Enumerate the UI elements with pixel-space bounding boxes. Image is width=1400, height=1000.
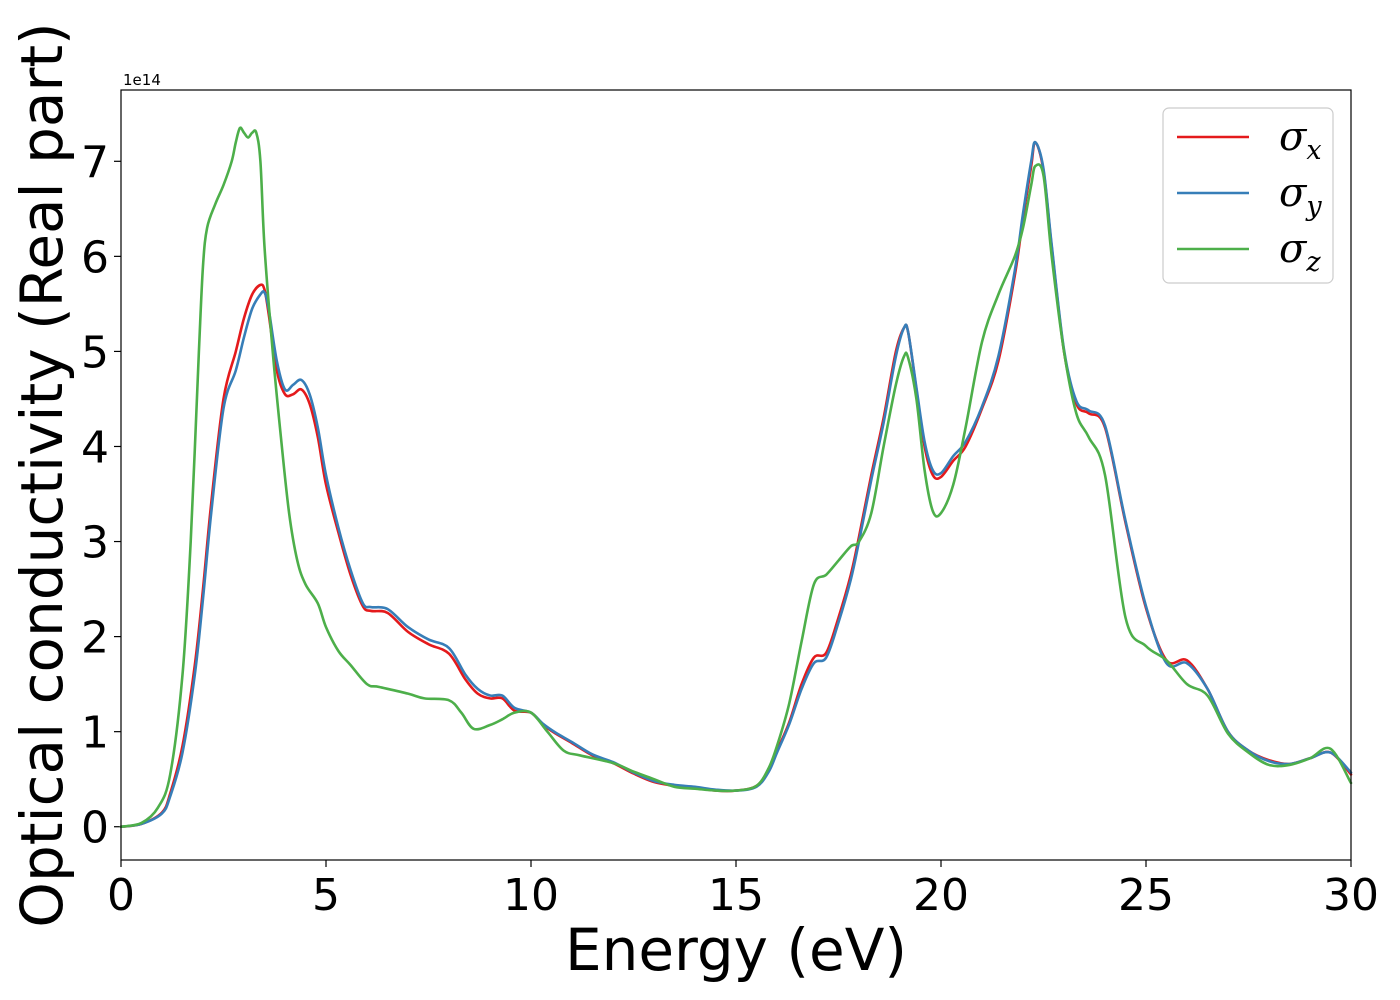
x-tick-label: 25 [1118, 870, 1174, 921]
x-tick-label: 10 [503, 870, 559, 921]
legend-subscript: x [1306, 135, 1321, 166]
legend-symbol: σ [1279, 114, 1308, 160]
x-tick-label: 5 [312, 870, 340, 921]
y-axis-ticks: 0 1 2 3 4 5 6 7 [81, 137, 121, 854]
legend-subscript: y [1305, 191, 1322, 222]
y-tick-label: 0 [81, 803, 109, 854]
y-offset-label: 1e14 [123, 71, 161, 89]
plot-frame [120, 89, 1352, 861]
series-line-z [119, 126, 1353, 829]
y-axis-label: Optical conductivity (Real part) [8, 22, 76, 927]
legend-label-y: σy [1279, 170, 1322, 222]
series-layer [119, 126, 1353, 829]
legend-label-z: σz [1279, 226, 1321, 278]
x-axis-label: Energy (eV) [565, 916, 907, 984]
y-tick-label: 1 [81, 708, 109, 759]
legend-box [1162, 107, 1334, 284]
x-tick-label: 30 [1323, 870, 1379, 921]
x-tick-label: 20 [913, 870, 969, 921]
y-tick-label: 6 [81, 232, 109, 283]
x-axis-ticks: 0 5 10 15 20 25 30 [107, 860, 1379, 921]
x-tick-label: 0 [107, 870, 135, 921]
y-tick-label: 7 [81, 137, 109, 188]
x-tick-label: 15 [708, 870, 764, 921]
y-tick-label: 4 [81, 422, 109, 473]
legend-label-x: σx [1279, 114, 1322, 166]
legend-symbol: σ [1279, 226, 1308, 272]
y-tick-label: 5 [81, 327, 109, 378]
legend-subscript: z [1305, 247, 1321, 278]
y-tick-label: 2 [81, 613, 109, 664]
legend-symbol: σ [1279, 170, 1308, 216]
y-tick-label: 3 [81, 518, 109, 569]
